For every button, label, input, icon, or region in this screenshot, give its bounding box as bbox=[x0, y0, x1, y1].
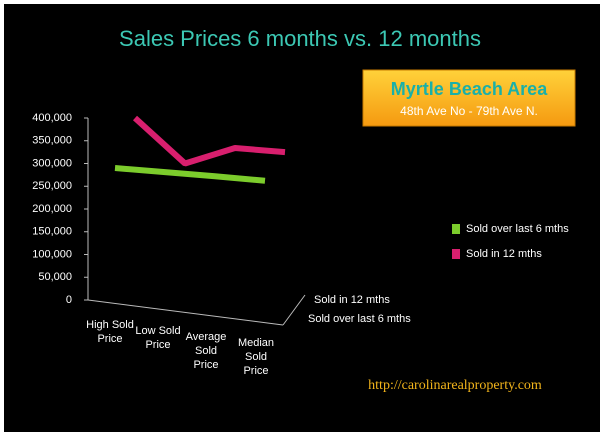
x-tick-label: Average Sold Price bbox=[185, 331, 227, 371]
legend-label: Sold in 12 mths bbox=[466, 248, 542, 260]
x-tick-label: High Sold Price bbox=[86, 319, 134, 345]
legend-swatch bbox=[452, 224, 460, 234]
y-tick-label: 200,000 bbox=[32, 203, 72, 215]
legend-label: Sold over last 6 mths bbox=[466, 223, 569, 235]
y-tick-label: 0 bbox=[66, 294, 72, 306]
info-box bbox=[362, 69, 576, 127]
legend-swatch bbox=[452, 249, 460, 259]
y-tick-label: 150,000 bbox=[32, 226, 72, 238]
background bbox=[4, 4, 600, 432]
footer-url: http://carolinarealproperty.com bbox=[368, 378, 542, 393]
chart-title: Sales Prices 6 months vs. 12 months bbox=[119, 26, 481, 51]
box-subtitle: 48th Ave No - 79th Ave N. bbox=[400, 104, 538, 118]
depth-axis-label: Sold in 12 mths bbox=[314, 294, 390, 306]
y-tick-label: 100,000 bbox=[32, 248, 72, 260]
depth-axis-label: Sold over last 6 mths bbox=[308, 313, 411, 325]
y-tick-label: 300,000 bbox=[32, 157, 72, 169]
x-tick-label: Low Sold Price bbox=[135, 325, 181, 351]
series-line bbox=[132, 115, 286, 167]
y-tick-label: 250,000 bbox=[32, 180, 72, 192]
series-line bbox=[114, 165, 266, 184]
y-tick-label: 400,000 bbox=[32, 112, 72, 124]
depth-axis bbox=[282, 294, 306, 326]
box-title: Myrtle Beach Area bbox=[391, 79, 548, 99]
y-tick-label: 50,000 bbox=[38, 271, 72, 283]
x-tick-label: Median Sold Price bbox=[237, 337, 275, 377]
floor-front bbox=[87, 299, 284, 326]
y-tick-label: 350,000 bbox=[32, 135, 72, 147]
